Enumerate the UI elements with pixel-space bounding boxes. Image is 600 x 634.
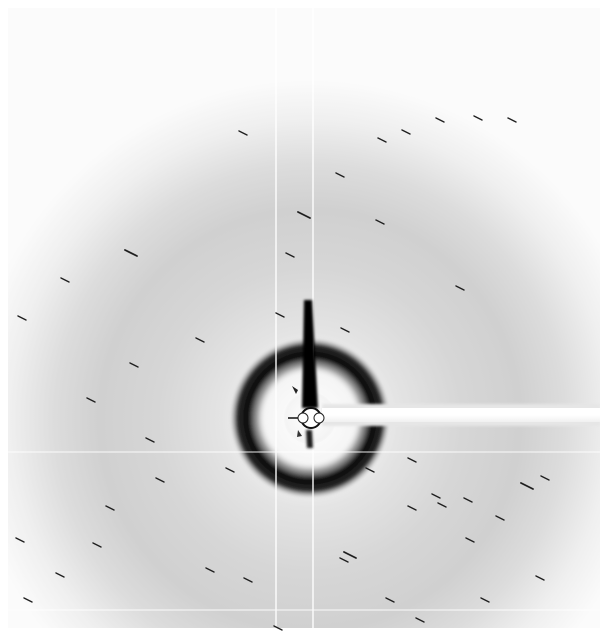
diffraction-spot <box>297 211 311 219</box>
diffraction-spot <box>377 137 387 143</box>
diffraction-spot <box>23 597 33 603</box>
diffraction-spot <box>15 537 25 543</box>
diffraction-spot <box>285 252 295 258</box>
diffraction-spot <box>275 312 285 318</box>
diffraction-spot <box>225 467 235 473</box>
diffraction-spot <box>238 130 248 136</box>
diffraction-spot <box>155 477 165 483</box>
beamstop-shadow <box>302 300 318 448</box>
diffraction-spot <box>407 505 417 511</box>
diffraction-spot <box>473 115 483 121</box>
diffraction-spot <box>92 542 102 548</box>
diffraction-spot <box>431 493 441 499</box>
diffraction-spots <box>15 115 550 631</box>
diffraction-spot <box>86 397 96 403</box>
diffraction-spot <box>435 117 445 123</box>
diffraction-spot <box>343 551 357 559</box>
diffraction-spot <box>205 567 215 573</box>
diffraction-spot <box>520 482 534 490</box>
diffraction-spot <box>465 537 475 543</box>
diffraction-spot <box>105 505 115 511</box>
diffraction-spot <box>55 572 65 578</box>
diffraction-spot <box>273 625 283 631</box>
diffraction-spot <box>507 117 517 123</box>
diffraction-spot <box>480 597 490 603</box>
diffraction-spot <box>540 475 550 481</box>
diffraction-spot <box>495 515 505 521</box>
diffraction-spot <box>463 497 473 503</box>
diffraction-spot <box>195 337 205 343</box>
diffraction-spot <box>129 362 139 368</box>
diffraction-spot <box>17 315 27 321</box>
diffraction-spot <box>437 502 447 508</box>
diffraction-spot <box>339 557 349 563</box>
diffraction-spot <box>340 327 350 333</box>
diffraction-spot <box>243 577 253 583</box>
diffraction-spot <box>375 219 385 225</box>
diffraction-spot <box>385 597 395 603</box>
diffraction-spot <box>145 437 155 443</box>
diffraction-spot <box>124 249 138 257</box>
diffraction-spot <box>455 285 465 291</box>
diffraction-spot <box>407 457 417 463</box>
diffraction-spot <box>415 617 425 623</box>
diffraction-spot <box>335 172 345 178</box>
beamstop-arm <box>322 408 600 422</box>
diffraction-spot <box>401 129 411 135</box>
diffraction-spot <box>60 277 70 283</box>
diffraction-spot <box>535 575 545 581</box>
diffraction-spot <box>365 467 375 473</box>
